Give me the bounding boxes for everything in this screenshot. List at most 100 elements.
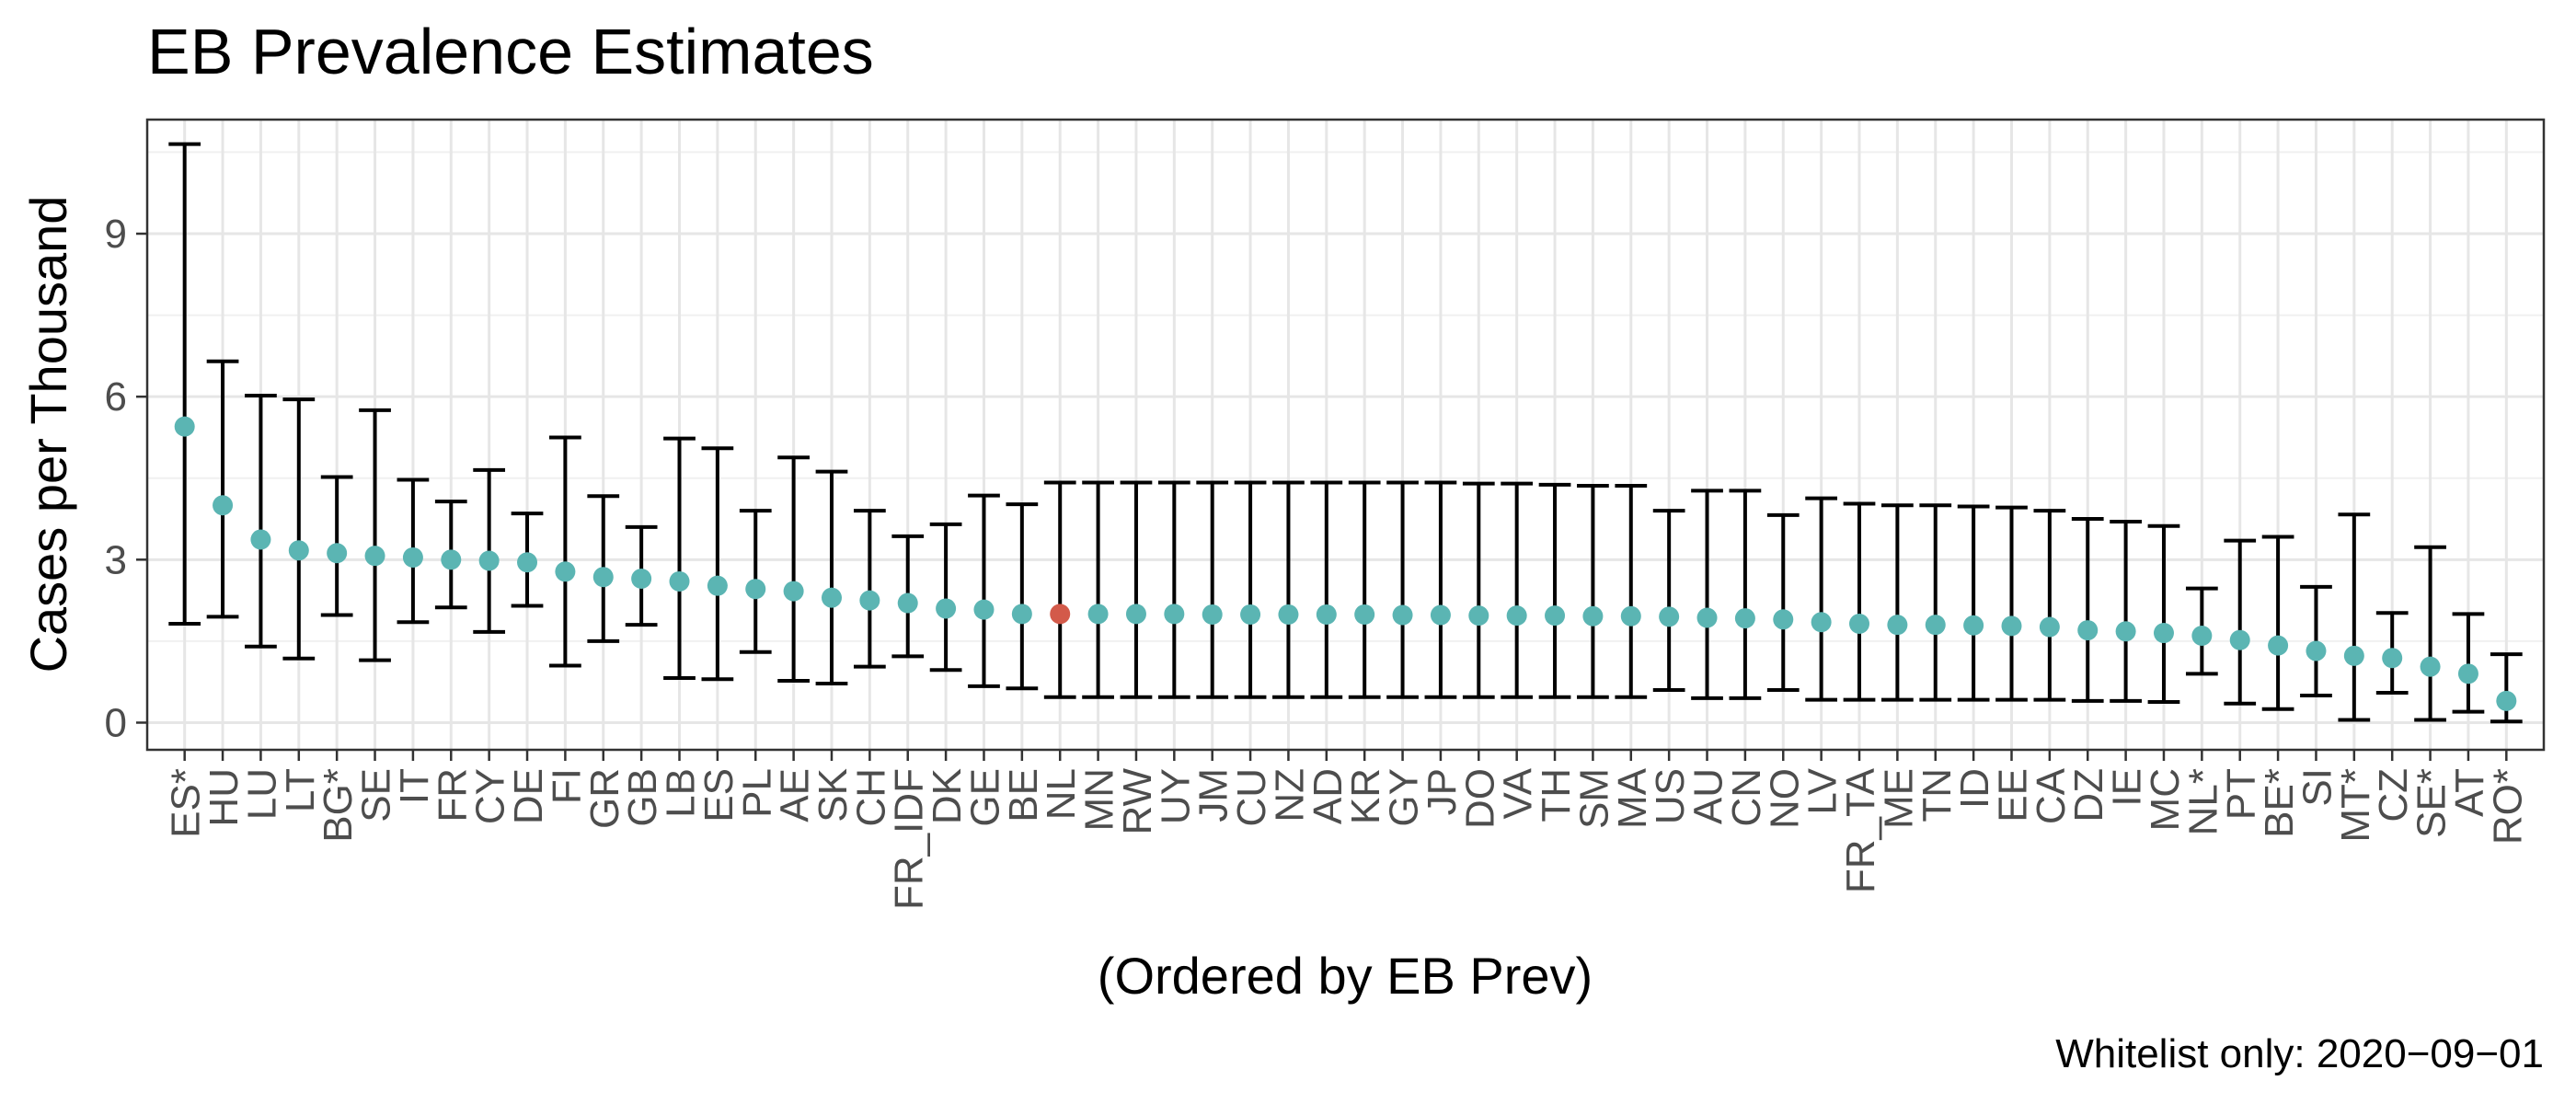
data-point bbox=[2153, 623, 2174, 644]
data-point bbox=[897, 592, 918, 614]
data-point bbox=[1278, 604, 1299, 625]
x-tick-label: MN bbox=[1077, 768, 1122, 831]
x-tick-label: DE bbox=[506, 768, 551, 824]
x-tick-label: ME bbox=[1876, 768, 1921, 829]
x-tick-label: DK bbox=[925, 768, 970, 824]
data-point bbox=[2457, 663, 2478, 684]
x-tick-label: CZ bbox=[2371, 768, 2416, 822]
chart-title: EB Prevalence Estimates bbox=[147, 16, 874, 87]
data-point bbox=[669, 570, 690, 592]
data-point bbox=[517, 552, 538, 573]
x-tick-label: FR bbox=[430, 768, 475, 822]
data-point bbox=[2496, 690, 2517, 711]
data-point bbox=[327, 543, 348, 564]
x-tick-label: UY bbox=[1153, 768, 1198, 824]
x-tick-label: ES bbox=[696, 768, 742, 822]
x-tick-label: FI bbox=[544, 768, 589, 804]
x-tick-label: LV bbox=[1800, 767, 1846, 814]
data-point bbox=[213, 495, 234, 516]
x-tick-label: SK bbox=[811, 768, 856, 822]
data-point bbox=[1202, 604, 1223, 625]
data-point bbox=[2191, 625, 2213, 646]
y-tick-label: 9 bbox=[105, 212, 127, 257]
x-tick-label: TN bbox=[1915, 768, 1960, 822]
data-point bbox=[2077, 620, 2099, 641]
x-tick-label: EE bbox=[1990, 768, 2035, 822]
x-tick-label: SI bbox=[2294, 768, 2340, 807]
x-tick-label: CA bbox=[2029, 767, 2074, 824]
x-tick-label: CH bbox=[848, 768, 893, 827]
x-tick-label: AE bbox=[773, 768, 818, 822]
x-tick-label: GR bbox=[582, 768, 627, 829]
data-point bbox=[1468, 605, 1489, 627]
x-tick-label: AT bbox=[2447, 768, 2492, 817]
data-point bbox=[1392, 604, 1413, 626]
data-point bbox=[364, 546, 385, 567]
x-tick-label: US bbox=[1648, 768, 1693, 824]
x-axis-title: (Ordered by EB Prev) bbox=[1098, 947, 1593, 1005]
data-point bbox=[2001, 615, 2022, 637]
data-point bbox=[402, 546, 423, 568]
x-tick-label: DO bbox=[1457, 768, 1502, 829]
data-point bbox=[2039, 616, 2060, 638]
y-tick-label: 0 bbox=[105, 700, 127, 745]
x-tick-label: MA bbox=[1610, 767, 1655, 829]
data-point bbox=[174, 416, 195, 437]
data-point bbox=[1011, 604, 1032, 625]
y-tick-label: 3 bbox=[105, 537, 127, 582]
x-tick-label: CU bbox=[1229, 768, 1274, 827]
data-point bbox=[1354, 604, 1375, 625]
data-point bbox=[1506, 605, 1527, 627]
x-tick-label: DZ bbox=[2066, 768, 2111, 822]
y-tick-label: 6 bbox=[105, 374, 127, 420]
x-tick-label: NZ bbox=[1267, 768, 1312, 822]
y-axis-title: Cases per Thousand bbox=[19, 196, 77, 673]
x-tick-label: LT bbox=[278, 768, 323, 812]
data-point bbox=[441, 549, 462, 570]
x-axis-ticks: ES*HULULTBG*SEITFRCYDEFIGRGBLBESPLAESKCH… bbox=[164, 750, 2530, 910]
x-tick-label: SE* bbox=[2409, 768, 2455, 838]
highlighted-point bbox=[1050, 604, 1071, 625]
x-tick-label: PL bbox=[734, 768, 779, 818]
data-point bbox=[1582, 605, 1604, 627]
x-tick-label: SM bbox=[1571, 768, 1616, 829]
x-tick-label: GB bbox=[620, 768, 665, 827]
data-point bbox=[1734, 608, 1755, 629]
x-tick-label: AU bbox=[1686, 768, 1731, 824]
x-tick-label: LB bbox=[659, 768, 704, 818]
data-point bbox=[2382, 648, 2403, 669]
x-tick-label: SE bbox=[354, 768, 399, 822]
data-point bbox=[1849, 614, 1870, 634]
x-tick-label: MC bbox=[2143, 768, 2188, 831]
x-tick-label: ID bbox=[1952, 768, 1997, 809]
x-tick-label: BE* bbox=[2257, 768, 2302, 838]
data-point bbox=[821, 587, 842, 608]
data-point bbox=[1773, 609, 1794, 630]
data-point bbox=[2306, 640, 2327, 661]
data-point bbox=[1620, 605, 1641, 627]
data-marks bbox=[168, 142, 2523, 724]
data-point bbox=[2343, 645, 2364, 666]
data-point bbox=[859, 590, 880, 611]
data-point bbox=[1659, 606, 1680, 627]
x-tick-label: NO bbox=[1762, 768, 1807, 829]
x-tick-label: JP bbox=[1420, 768, 1465, 815]
plot-panel bbox=[147, 120, 2544, 750]
data-point bbox=[2115, 621, 2136, 642]
x-tick-label: RO* bbox=[2485, 768, 2530, 845]
data-point bbox=[250, 529, 271, 550]
x-tick-label: IE bbox=[2105, 768, 2150, 807]
data-point bbox=[1887, 615, 1908, 636]
data-point bbox=[2420, 656, 2441, 677]
data-point bbox=[1164, 604, 1185, 625]
data-point bbox=[1811, 612, 1832, 633]
x-tick-label: VA bbox=[1496, 767, 1541, 819]
x-tick-label: NL bbox=[1039, 768, 1084, 820]
data-point bbox=[1430, 604, 1451, 626]
data-point bbox=[1240, 604, 1261, 625]
x-tick-label: LU bbox=[239, 768, 284, 820]
data-point bbox=[2229, 629, 2250, 650]
data-point bbox=[1925, 615, 1946, 636]
data-point bbox=[2268, 635, 2289, 656]
data-point bbox=[707, 575, 728, 596]
